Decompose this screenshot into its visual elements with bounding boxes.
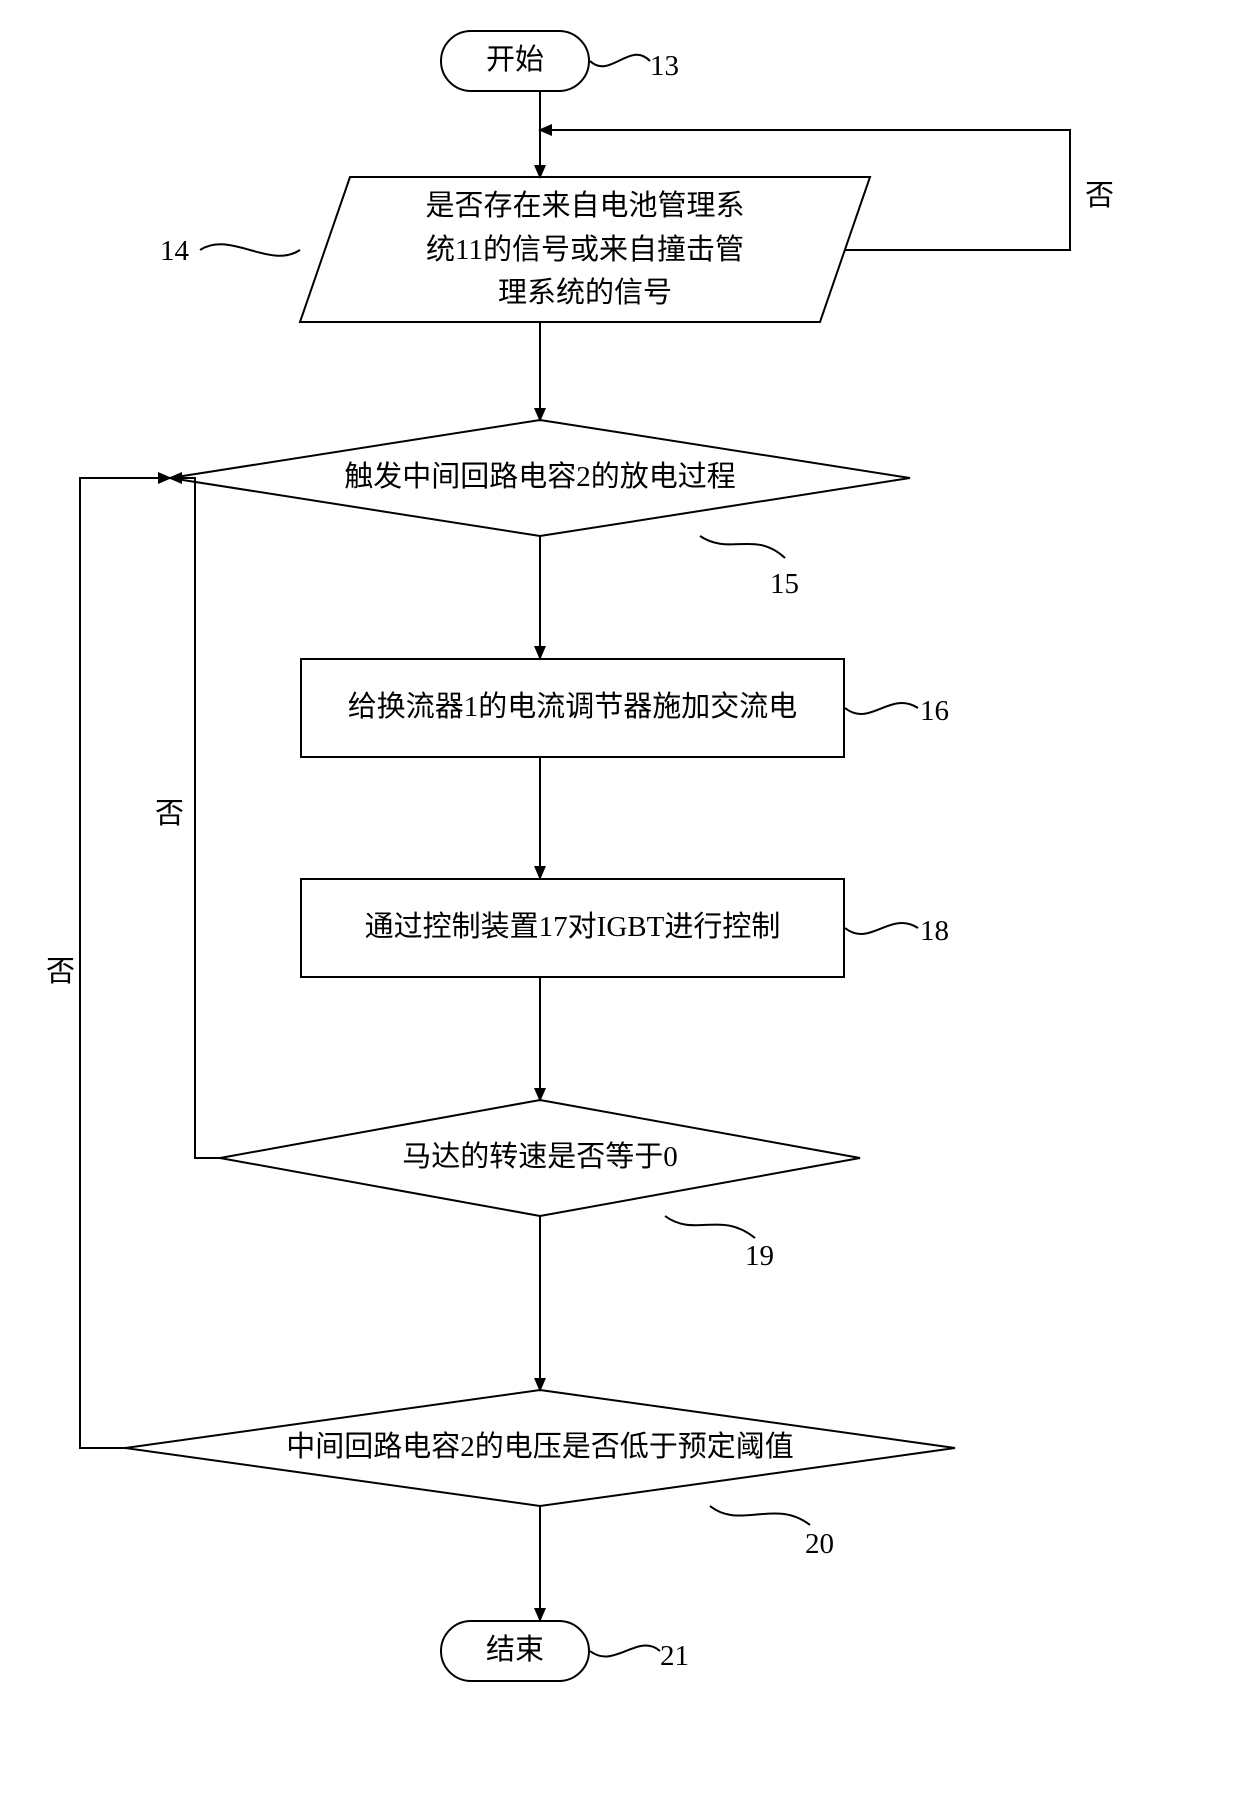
ref-20: 20 — [805, 1528, 834, 1561]
node-proc1: 给换流器1的电流调节器施加交流电 — [300, 658, 845, 758]
node-dec3-text: 中间回路电容2的电压是否低于预定阈值 — [240, 1430, 840, 1466]
ref-16: 16 — [920, 695, 949, 728]
ref-15: 15 — [770, 568, 799, 601]
node-end: 结束 — [440, 1620, 590, 1682]
node-proc2: 通过控制装置17对IGBT进行控制 — [300, 878, 845, 978]
ref-13: 13 — [650, 50, 679, 83]
callout-19 — [665, 1216, 755, 1238]
ref-18: 18 — [920, 915, 949, 948]
node-input-text: 是否存在来自电池管理系 统11的信号或来自撞击管 理系统的信号 — [330, 188, 840, 313]
ref-21: 21 — [660, 1640, 689, 1673]
node-start: 开始 — [440, 30, 590, 92]
edge-label-input-no: 否 — [1085, 172, 1114, 214]
node-dec2-label: 马达的转速是否等于0 — [402, 1136, 678, 1180]
callout-16 — [845, 703, 918, 714]
node-proc2-label: 通过控制装置17对IGBT进行控制 — [365, 906, 781, 950]
callout-21 — [590, 1646, 660, 1657]
node-end-label: 结束 — [486, 1629, 544, 1673]
callout-15 — [700, 536, 785, 558]
edge-label-dec2-no: 否 — [155, 790, 184, 832]
node-dec2-text: 马达的转速是否等于0 — [340, 1140, 740, 1176]
ref-19: 19 — [745, 1240, 774, 1273]
edge-dec3-no — [80, 478, 170, 1448]
callout-14 — [200, 244, 300, 256]
node-input-label: 是否存在来自电池管理系 统11的信号或来自撞击管 理系统的信号 — [425, 185, 744, 316]
edge-label-dec3-no: 否 — [46, 948, 75, 990]
node-dec1-text: 触发中间回路电容2的放电过程 — [280, 460, 800, 496]
callout-20 — [710, 1506, 810, 1525]
node-dec3-label: 中间回路电容2的电压是否低于预定阈值 — [286, 1426, 794, 1470]
ref-14: 14 — [160, 235, 189, 268]
node-proc1-label: 给换流器1的电流调节器施加交流电 — [348, 686, 798, 730]
node-start-label: 开始 — [486, 39, 544, 83]
callout-13 — [590, 55, 650, 67]
node-dec1-label: 触发中间回路电容2的放电过程 — [344, 456, 736, 500]
callout-18 — [845, 923, 918, 934]
